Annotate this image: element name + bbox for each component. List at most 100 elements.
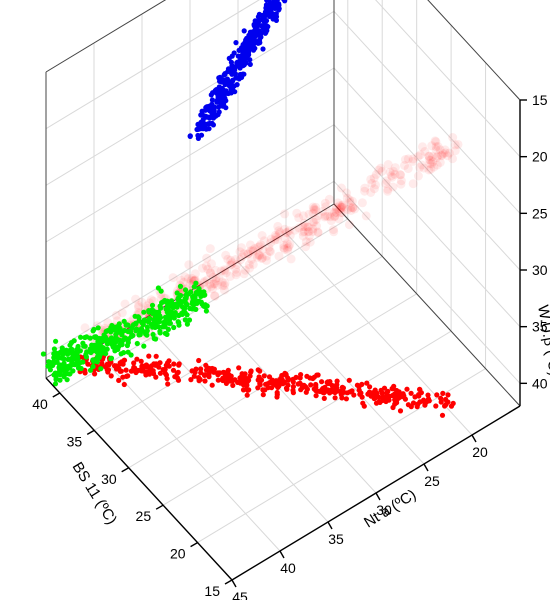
data-point	[374, 165, 384, 175]
data-point	[205, 268, 215, 278]
data-point	[205, 267, 215, 277]
data-point	[241, 71, 247, 77]
data-point	[281, 228, 291, 238]
data-point	[438, 149, 448, 159]
data-point	[324, 194, 334, 204]
data-point	[266, 247, 275, 257]
data-point	[176, 362, 182, 368]
data-point	[450, 400, 456, 406]
data-point	[205, 244, 215, 254]
data-point	[308, 202, 318, 212]
data-point	[59, 345, 65, 351]
data-point	[360, 400, 366, 406]
data-point	[434, 392, 440, 398]
data-point	[148, 367, 155, 373]
data-point	[141, 317, 147, 323]
data-point	[320, 211, 330, 221]
data-point	[435, 145, 445, 155]
data-point	[239, 373, 245, 380]
data-point	[83, 351, 89, 357]
data-point	[202, 275, 212, 285]
data-point	[443, 151, 452, 161]
data-point	[234, 82, 240, 88]
data-point	[396, 176, 406, 186]
data-point	[134, 302, 143, 312]
data-point	[202, 302, 208, 308]
data-point	[136, 332, 142, 338]
data-point	[196, 357, 202, 364]
data-point	[195, 126, 201, 132]
data-point	[425, 159, 435, 168]
data-point	[214, 97, 220, 103]
data-point	[383, 186, 393, 196]
data-point	[336, 202, 346, 212]
data-point	[53, 338, 59, 344]
data-point	[256, 240, 266, 250]
data-point	[230, 69, 236, 75]
data-point	[258, 34, 264, 40]
data-point	[311, 374, 317, 380]
data-point	[366, 389, 372, 395]
x-tick-label: 35	[328, 531, 344, 547]
data-point	[232, 260, 242, 269]
data-point	[400, 161, 409, 170]
data-point	[191, 284, 197, 290]
data-point	[274, 389, 280, 396]
data-point	[247, 57, 253, 63]
data-point	[47, 367, 54, 373]
data-point	[60, 367, 66, 373]
data-point	[200, 276, 209, 286]
data-point	[285, 239, 295, 249]
data-point	[221, 250, 231, 260]
data-point	[211, 265, 221, 275]
data-point	[221, 268, 231, 278]
data-point	[99, 344, 105, 350]
data-point	[117, 308, 127, 318]
grid-line	[45, 0, 260, 130]
data-point	[340, 385, 346, 391]
data-point	[50, 362, 56, 368]
data-point	[175, 295, 181, 301]
data-point	[248, 369, 254, 375]
data-point	[64, 377, 70, 383]
data-point	[413, 171, 423, 181]
data-point	[156, 364, 162, 370]
data-point	[209, 97, 215, 103]
data-point	[364, 380, 370, 386]
data-point	[113, 339, 119, 345]
data-point	[240, 387, 247, 393]
data-point	[301, 382, 307, 388]
data-point	[203, 362, 209, 368]
data-point	[203, 264, 213, 274]
data-point	[183, 296, 189, 302]
data-point	[282, 227, 292, 237]
data-point	[141, 309, 147, 315]
data-point	[125, 373, 131, 379]
data-point	[210, 122, 216, 128]
data-point	[308, 217, 318, 227]
data-point	[425, 392, 431, 398]
data-point	[415, 150, 425, 160]
data-point	[78, 365, 84, 372]
data-point	[121, 350, 127, 356]
data-point	[440, 145, 450, 155]
axes: 20 25 30 35 40 45 15 20 25 30 35 40 15 20 25 30 35 40	[32, 92, 548, 600]
data-point	[104, 341, 110, 347]
data-point	[241, 28, 247, 34]
data-point	[344, 220, 354, 230]
data-point	[408, 154, 418, 164]
data-point	[164, 331, 170, 337]
data-point	[235, 255, 245, 265]
data-point	[254, 251, 264, 261]
data-point	[356, 387, 362, 393]
data-point	[144, 324, 150, 330]
y-tick-label: 25	[136, 508, 152, 524]
data-point	[383, 160, 393, 169]
data-point	[431, 142, 441, 152]
data-point	[335, 201, 345, 211]
data-point	[133, 328, 139, 334]
data-point	[231, 255, 241, 264]
data-point	[271, 230, 280, 240]
data-point	[142, 301, 152, 311]
data-point	[433, 151, 443, 161]
